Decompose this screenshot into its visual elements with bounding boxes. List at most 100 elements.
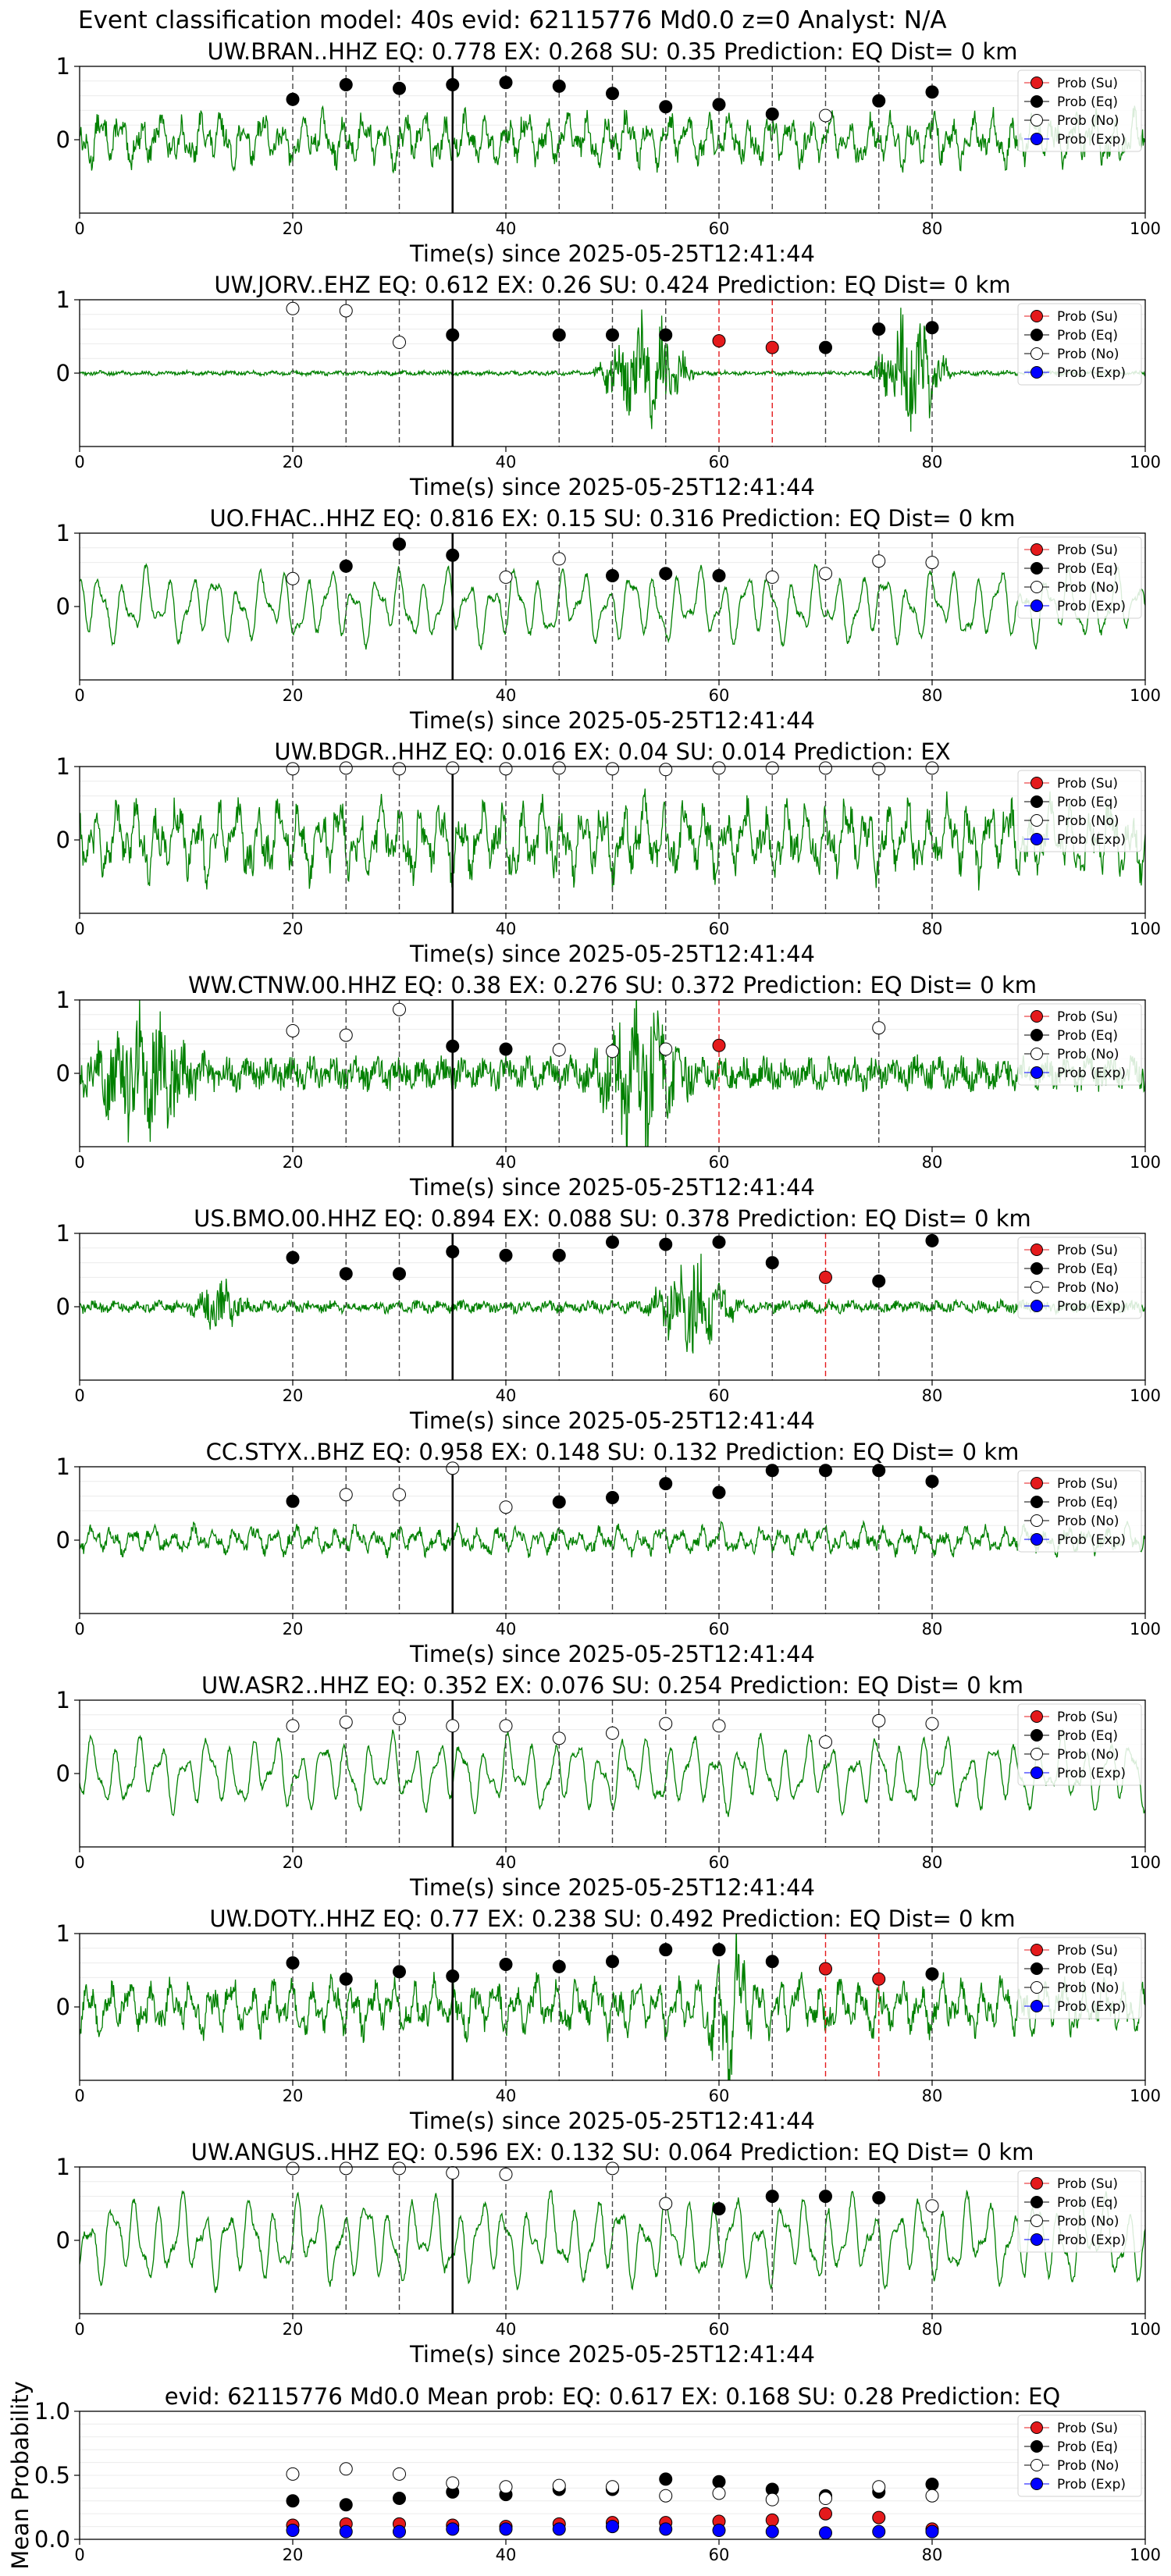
- prob-point: [393, 81, 406, 95]
- x-tick-label: 80: [922, 686, 943, 705]
- prob-point: [606, 762, 619, 776]
- prob-point: [286, 1494, 300, 1508]
- prob-point: [393, 537, 406, 551]
- y-tick-label: 1: [56, 520, 70, 546]
- subplot-title: UW.BRAN..HHZ EQ: 0.778 EX: 0.268 SU: 0.3…: [207, 38, 1017, 65]
- subplot-11: 0 20 40 60 80 100 0.0 0.5 1.0 evid: 62115776 Md0.…: [7, 2381, 1161, 2570]
- x-tick-label: 80: [922, 1853, 943, 1872]
- legend-marker: [1030, 795, 1043, 808]
- legend: Prob (Su) Prob (Eq) Prob (No) Prob (Exp): [1017, 1937, 1142, 2019]
- legend-marker: [1030, 2233, 1043, 2246]
- x-tick-label: 40: [496, 219, 517, 238]
- legend-box: [1017, 1470, 1142, 1553]
- prob-point: [552, 328, 566, 342]
- legend-label: Prob (No): [1057, 1980, 1119, 1996]
- prob-point: [925, 1233, 939, 1247]
- mean-prob-point: [819, 2507, 832, 2521]
- mean-prob-point: [925, 2524, 939, 2539]
- y-tick-label: 1: [56, 1453, 70, 1480]
- x-tick-label: 60: [709, 2546, 730, 2564]
- legend-marker: [1030, 366, 1043, 379]
- x-tick-label: 0: [74, 1853, 84, 1872]
- x-tick-label: 20: [283, 920, 304, 938]
- prob-point: [446, 1719, 460, 1733]
- prob-point: [819, 109, 832, 123]
- prob-point: [712, 1485, 726, 1500]
- subplot-title: UW.ASR2..HHZ EQ: 0.352 EX: 0.076 SU: 0.2…: [201, 1672, 1023, 1699]
- prob-point: [499, 762, 513, 776]
- prob-point: [872, 554, 886, 568]
- x-tick-label: 100: [1130, 920, 1161, 938]
- legend: Prob (Su) Prob (Eq) Prob (No) Prob (Exp): [1017, 770, 1142, 852]
- prob-point: [925, 85, 939, 99]
- mean-prob-point: [393, 2467, 406, 2481]
- prob-point: [339, 559, 353, 573]
- prob-point: [446, 78, 460, 91]
- prob-point: [659, 100, 673, 114]
- legend-label: Prob (No): [1057, 113, 1119, 129]
- prob-point: [819, 1962, 832, 1976]
- legend-label: Prob (No): [1057, 1047, 1119, 1062]
- prob-point: [552, 1248, 566, 1262]
- y-tick-label: 0: [56, 1060, 70, 1087]
- x-tick-label: 20: [283, 1853, 304, 1872]
- subplot-10: 0 20 40 60 80 100 0 1 UW.ANGUS..HHZ EQ: 0.596 EX…: [56, 2139, 1162, 2368]
- prob-point: [872, 1021, 886, 1035]
- x-tick-label: 20: [283, 2087, 304, 2105]
- prob-point: [286, 1719, 300, 1733]
- mean-prob-point: [393, 2524, 406, 2539]
- legend-box: [1017, 2414, 1142, 2497]
- subplot-8: 0 20 40 60 80 100 0 1 UW.ASR2..HHZ EQ: 0.352 EX:…: [56, 1672, 1162, 1901]
- y-tick-label: 0: [56, 360, 70, 386]
- prob-point: [872, 2190, 886, 2204]
- prob-point: [712, 1038, 726, 1052]
- mean-prob-point: [286, 2494, 300, 2508]
- x-tick-label: 100: [1130, 1386, 1161, 1405]
- prob-point: [393, 762, 406, 776]
- waveform-trace: [80, 105, 1145, 174]
- prob-point: [446, 328, 460, 342]
- legend-label: Prob (Su): [1057, 2176, 1118, 2192]
- subplot-5: 0 20 40 60 80 100 0 1 WW.CTNW.00.HHZ EQ: 0.38 EX…: [56, 972, 1162, 1201]
- x-tick-label: 20: [283, 1153, 304, 1172]
- x-tick-label: 0: [74, 686, 84, 705]
- legend-label: Prob (Eq): [1057, 2439, 1118, 2455]
- legend: Prob (Su) Prob (Eq) Prob (No) Prob (Exp): [1017, 303, 1142, 386]
- prob-point: [552, 1731, 566, 1745]
- prob-point: [393, 336, 406, 350]
- legend-label: Prob (Exp): [1057, 1999, 1126, 2015]
- legend-label: Prob (Eq): [1057, 795, 1118, 810]
- prob-point: [499, 570, 513, 584]
- subplot-1: 0 20 40 60 80 100 0 1 UW.BRAN..HHZ EQ: 0.778 EX:…: [56, 38, 1162, 267]
- prob-point: [606, 569, 619, 583]
- x-tick-label: 40: [496, 1386, 517, 1405]
- legend-marker: [1030, 2196, 1043, 2208]
- legend-marker: [1030, 833, 1043, 845]
- legend-marker: [1030, 1496, 1043, 1508]
- y-tick-label: 0: [56, 2227, 70, 2254]
- mean-prob-point: [339, 2524, 353, 2539]
- legend-marker: [1030, 1477, 1043, 1489]
- prob-point: [606, 1044, 619, 1059]
- legend-label: Prob (Exp): [1057, 1532, 1126, 1548]
- x-tick-label: 100: [1130, 2546, 1161, 2564]
- y-tick-label: 1: [56, 2154, 70, 2180]
- prob-point: [659, 1477, 673, 1491]
- legend-marker: [1030, 1066, 1043, 1079]
- y-tick-label: 0: [56, 126, 70, 153]
- prob-point: [393, 1267, 406, 1281]
- legend-label: Prob (Exp): [1057, 365, 1126, 381]
- x-tick-label: 0: [74, 1386, 84, 1405]
- x-tick-label: 40: [496, 686, 517, 705]
- legend-label: Prob (Eq): [1057, 1495, 1118, 1510]
- prob-point: [819, 1270, 832, 1284]
- y-tick-label: 0: [56, 1760, 70, 1787]
- legend-label: Prob (No): [1057, 2214, 1119, 2229]
- prob-point: [339, 1972, 353, 1986]
- legend-marker: [1030, 1048, 1043, 1060]
- x-tick-label: 60: [709, 1153, 730, 1172]
- legend-marker: [1030, 1029, 1043, 1041]
- x-axis-label: Time(s) since 2025-05-25T12:41:44: [409, 1874, 815, 1901]
- legend-label: Prob (Eq): [1057, 2195, 1118, 2211]
- waveform-trace: [80, 1934, 1145, 2080]
